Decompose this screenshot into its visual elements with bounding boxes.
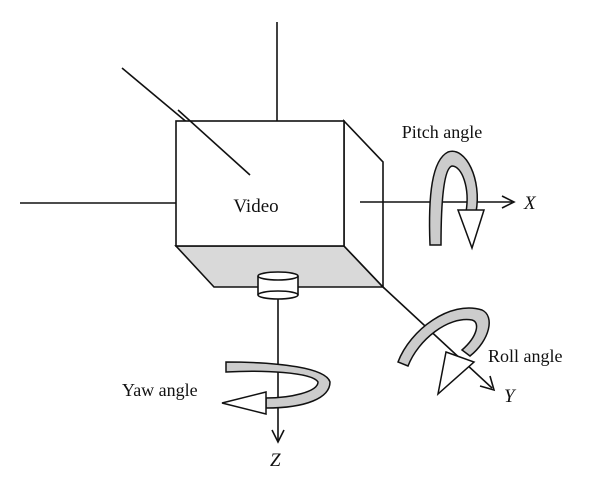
camera-lens — [257, 271, 299, 300]
yaw-rotation-arrow-icon — [221, 361, 331, 415]
diagonal-axis-front — [177, 109, 251, 176]
yaw-angle-label: Yaw angle — [122, 380, 198, 400]
lens-bottom — [257, 290, 299, 300]
y-axis-label: Y — [504, 386, 517, 407]
x-axis-label: X — [523, 193, 537, 214]
y-axis — [382, 286, 496, 392]
cube-front-face — [175, 120, 345, 247]
video-camera-box — [174, 109, 385, 290]
roll-angle-label: Roll angle — [488, 346, 563, 366]
roll-rotation-arrow-icon — [397, 307, 490, 397]
pitch-rotation-arrow-icon — [428, 150, 486, 251]
z-axis-label: Z — [270, 450, 281, 471]
video-label: Video — [233, 196, 278, 217]
lens-top — [257, 271, 299, 281]
pitch-angle-label: Pitch angle — [402, 122, 482, 142]
